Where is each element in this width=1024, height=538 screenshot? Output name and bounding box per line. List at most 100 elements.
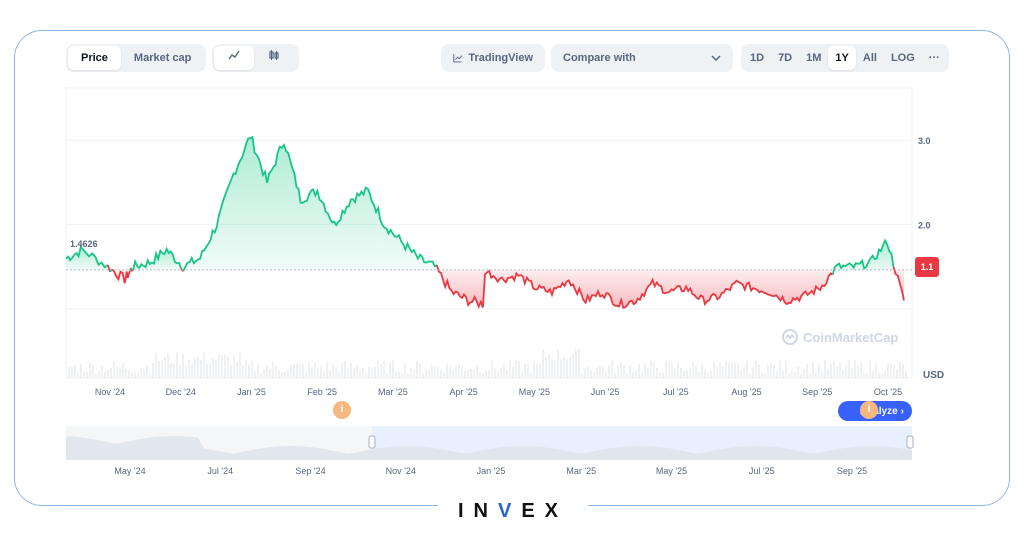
candle-chart-button[interactable] xyxy=(254,46,294,70)
volume-bar-266 xyxy=(866,373,868,378)
volume-bar-194 xyxy=(650,360,652,378)
volume-bar-81 xyxy=(311,366,313,378)
x-tick-3: Feb '25 xyxy=(307,387,337,397)
volume-bar-178 xyxy=(602,366,604,378)
volume-bar-16 xyxy=(116,366,118,378)
volume-bar-264 xyxy=(860,362,862,378)
volume-bar-120 xyxy=(428,369,430,378)
tradingview-button[interactable]: TradingView xyxy=(441,44,545,72)
volume-bar-199 xyxy=(665,361,667,378)
tab-price[interactable]: Price xyxy=(68,46,121,70)
range-1d[interactable]: 1D xyxy=(750,52,765,64)
more-button[interactable]: ··· xyxy=(928,52,940,64)
volume-bar-268 xyxy=(872,370,874,378)
volume-bar-228 xyxy=(752,367,754,378)
volume-bar-197 xyxy=(659,373,661,378)
area-segment-6 xyxy=(133,248,182,271)
navigator-area xyxy=(66,436,912,460)
volume-bar-35 xyxy=(173,363,175,378)
log-toggle[interactable]: LOG xyxy=(890,52,915,64)
price-line-segment-9 xyxy=(435,264,834,309)
volume-bar-14 xyxy=(110,367,112,378)
navigator-handle-right xyxy=(906,435,914,449)
range-all[interactable]: All xyxy=(862,52,877,64)
volume-bar-111 xyxy=(401,373,403,378)
area-segment-9 xyxy=(436,265,833,308)
volume-bar-74 xyxy=(290,365,292,378)
volume-bar-57 xyxy=(239,352,241,378)
volume-bar-156 xyxy=(536,364,538,378)
volume-bar-173 xyxy=(587,366,589,378)
volume-bar-66 xyxy=(266,365,268,378)
volume-bar-170 xyxy=(578,348,580,378)
volume-bar-213 xyxy=(707,373,709,378)
volume-bar-115 xyxy=(413,369,415,378)
volume-bar-64 xyxy=(260,373,262,378)
volume-bar-30 xyxy=(158,361,160,378)
volume-bar-205 xyxy=(683,370,685,378)
volume-bar-230 xyxy=(758,364,760,378)
line-chart-button[interactable] xyxy=(214,46,254,70)
volume-bar-101 xyxy=(371,368,373,378)
area-segment-3 xyxy=(112,269,130,284)
watermark-text: CoinMarketCap xyxy=(803,329,899,345)
volume-bar-243 xyxy=(797,366,799,378)
volume-bar-200 xyxy=(668,361,670,378)
volume-bar-254 xyxy=(830,363,832,378)
volume-bar-12 xyxy=(104,372,106,378)
volume-bar-38 xyxy=(182,354,184,378)
volume-bar-189 xyxy=(635,370,637,378)
volume-bar-219 xyxy=(725,360,727,378)
volume-bar-202 xyxy=(674,368,676,378)
volume-bar-104 xyxy=(380,363,382,378)
volume-bar-41 xyxy=(191,364,193,378)
volume-bar-162 xyxy=(554,360,556,378)
volume-bar-231 xyxy=(761,372,763,378)
volume-bar-168 xyxy=(572,354,574,378)
volume-bar-132 xyxy=(464,370,466,378)
volume-bar-18 xyxy=(122,363,124,378)
volume-bar-217 xyxy=(719,362,721,378)
volume-bar-78 xyxy=(302,364,304,378)
view-toggle: Price Market cap xyxy=(66,44,207,72)
volume-bar-207 xyxy=(689,368,691,378)
range-1m[interactable]: 1M xyxy=(806,52,822,64)
volume-bar-127 xyxy=(449,367,451,378)
volume-bar-119 xyxy=(425,369,427,378)
line-chart-icon xyxy=(228,50,240,60)
volume-bar-191 xyxy=(641,372,643,378)
event-marker-feb[interactable]: i xyxy=(333,401,351,419)
volume-bar-251 xyxy=(821,371,823,378)
volume-bar-113 xyxy=(407,373,409,378)
compare-dropdown[interactable]: Compare with xyxy=(551,44,733,72)
range-1y[interactable]: 1Y xyxy=(828,46,856,70)
volume-bar-26 xyxy=(146,365,148,378)
volume-bar-11 xyxy=(101,365,103,378)
volume-bar-125 xyxy=(443,373,445,378)
volume-bar-152 xyxy=(524,364,526,378)
volume-bar-67 xyxy=(269,369,271,378)
volume-bar-50 xyxy=(218,354,220,378)
volume-bar-155 xyxy=(533,361,535,378)
price-line-segment-11 xyxy=(892,266,905,301)
tab-market-cap[interactable]: Market cap xyxy=(133,52,192,64)
volume-bar-71 xyxy=(281,371,283,378)
volume-bar-223 xyxy=(737,363,739,378)
range-7d[interactable]: 7D xyxy=(778,52,793,64)
volume-bar-227 xyxy=(749,373,751,378)
area-segment-10 xyxy=(832,240,894,275)
compare-label: Compare with xyxy=(563,52,636,64)
event-marker-oct[interactable]: i xyxy=(860,401,878,419)
volume-bar-157 xyxy=(539,363,541,378)
volume-bar-273 xyxy=(887,363,889,378)
volume-bar-146 xyxy=(506,370,508,378)
volume-bar-192 xyxy=(644,363,646,378)
volume-bar-279 xyxy=(905,370,907,378)
price-line-segment-10 xyxy=(831,238,895,275)
volume-bar-253 xyxy=(827,368,829,378)
chevron-down-icon xyxy=(711,55,721,62)
brand-v: V xyxy=(497,500,522,522)
volume-bar-27 xyxy=(149,373,151,378)
volume-bar-24 xyxy=(140,368,142,378)
